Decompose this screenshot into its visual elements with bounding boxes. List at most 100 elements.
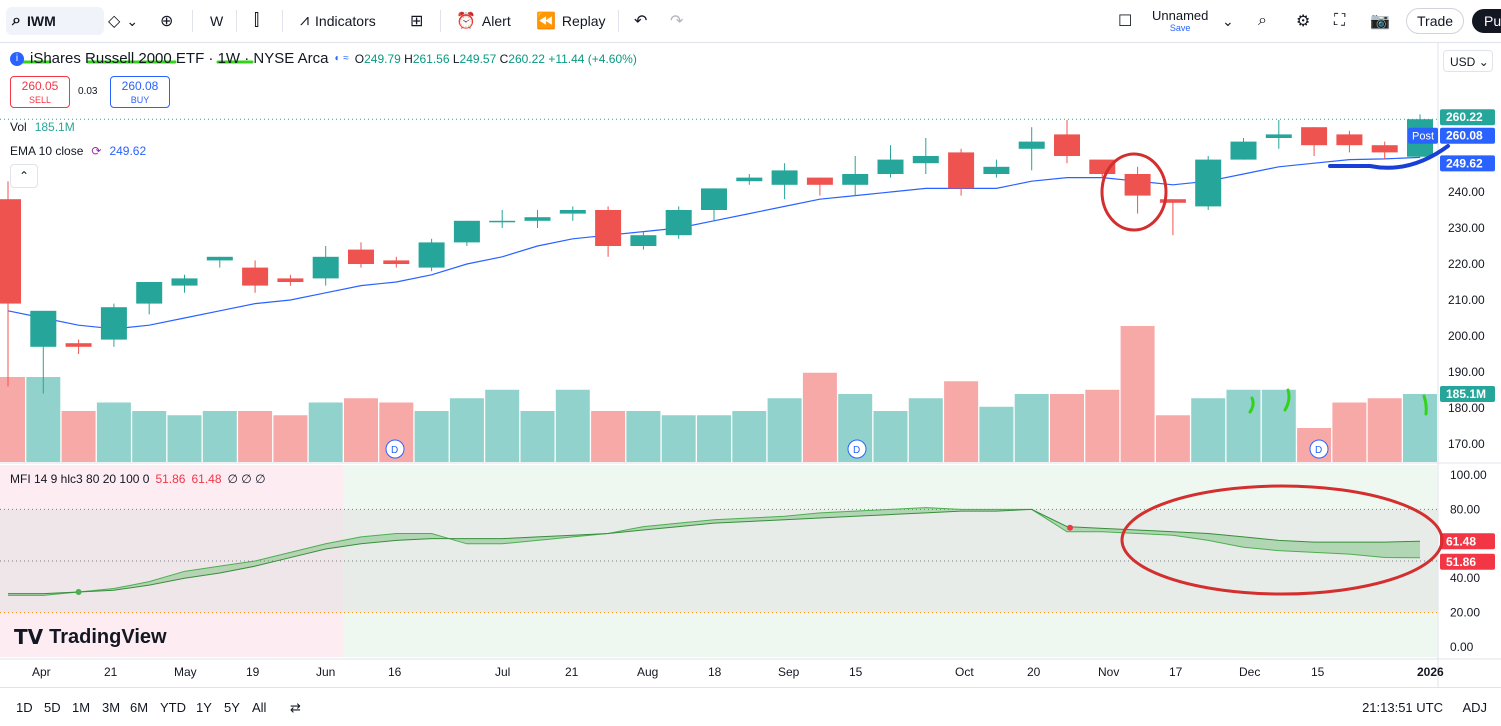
ema-label: EMA 10 close bbox=[10, 144, 84, 158]
mfi-cross-dot-red bbox=[1067, 524, 1073, 531]
range-1y[interactable]: 1Y bbox=[196, 700, 212, 715]
volume-legend[interactable]: Vol 185.1M bbox=[10, 120, 75, 134]
layout-name-button[interactable]: Unnamed Save bbox=[1152, 8, 1208, 36]
volume-bar bbox=[96, 402, 131, 462]
mfi-tick: 80.00 bbox=[1450, 502, 1480, 516]
currency-select[interactable]: USD ⌄ bbox=[1443, 50, 1493, 72]
dividend-marker bbox=[385, 439, 405, 459]
volume-tag-bg bbox=[1440, 386, 1495, 402]
mfi-value1: 51.86 bbox=[155, 472, 186, 486]
mfi-legend[interactable]: MFI 14 9 hlc3 80 20 100 0 51.86 61.48 ∅ … bbox=[10, 472, 266, 486]
time-tick: Apr bbox=[32, 665, 51, 679]
mfi-tick: 0.00 bbox=[1450, 640, 1474, 654]
time-tick: Sep bbox=[778, 665, 800, 679]
candle-body bbox=[489, 220, 516, 223]
mfi-tag2: 51.86 bbox=[1446, 555, 1476, 569]
post-price-tag: 260.08 bbox=[1446, 129, 1483, 143]
volume-bar bbox=[1332, 402, 1367, 462]
dividend-label: D bbox=[1315, 445, 1322, 456]
mfi-extra: ∅ ∅ ∅ bbox=[227, 472, 266, 486]
symbol-search[interactable]: ⌕ IWM bbox=[6, 7, 104, 35]
candle-body bbox=[65, 343, 92, 347]
adj-toggle[interactable]: ADJ bbox=[1462, 700, 1487, 715]
volume-bar bbox=[979, 406, 1014, 462]
publish-button[interactable]: Pu bbox=[1472, 7, 1501, 35]
ohlc-values: O249.79 H261.56 L249.57 C260.22 +11.44 (… bbox=[354, 51, 637, 66]
volume-bar bbox=[1155, 415, 1190, 462]
candle-body bbox=[1195, 159, 1222, 207]
gear-icon: ⚙ bbox=[1296, 13, 1311, 30]
range-1m[interactable]: 1M bbox=[72, 700, 91, 715]
range-5d[interactable]: 5D bbox=[44, 700, 61, 715]
volume-bar bbox=[485, 389, 520, 462]
layout-toggle[interactable]: ☐ bbox=[1118, 7, 1132, 35]
mfi-tick: 40.00 bbox=[1450, 571, 1480, 585]
undo-button[interactable]: ↶ bbox=[634, 7, 647, 35]
time-tick: 17 bbox=[1169, 665, 1183, 679]
snapshot-button[interactable]: 📷 bbox=[1370, 7, 1390, 35]
collapse-legend-button[interactable]: ⌃ bbox=[10, 164, 38, 188]
templates-button[interactable]: ⊞ bbox=[410, 7, 423, 35]
range-1d[interactable]: 1D bbox=[16, 700, 33, 715]
price-tick: 210.00 bbox=[1448, 293, 1485, 307]
chevron-down-icon: ⌄ bbox=[1478, 55, 1489, 69]
trade-button[interactable]: Trade bbox=[1406, 7, 1465, 35]
candle-body bbox=[877, 159, 904, 174]
redo-button[interactable]: ↷ bbox=[670, 7, 683, 35]
mfi-tag2-bg bbox=[1440, 553, 1495, 570]
candle-body bbox=[1124, 174, 1151, 196]
annotation-circle bbox=[1100, 152, 1168, 232]
candles-icon: ⫿ bbox=[254, 12, 260, 29]
annotation-green-mark bbox=[1248, 396, 1255, 414]
candle-body bbox=[524, 217, 551, 221]
volume-bar bbox=[555, 389, 590, 462]
chart-area[interactable]: D D D 240.00 230.00 220.00 210.00 200.00 190.00 1… bbox=[0, 42, 1501, 687]
range-all[interactable]: All bbox=[252, 700, 267, 715]
grid-icon: ⊞ bbox=[410, 13, 424, 30]
layout-menu-button[interactable]: ⌄ bbox=[1222, 7, 1234, 35]
time-tick: 20 bbox=[1027, 665, 1041, 679]
candle-body bbox=[559, 210, 586, 214]
brand-label: TradingView bbox=[49, 626, 167, 648]
ema-legend[interactable]: EMA 10 close ⟳ 249.62 bbox=[10, 144, 146, 158]
market-status-icon[interactable]: ◐ ≈ bbox=[334, 53, 349, 64]
range-3m[interactable]: 3M bbox=[102, 700, 121, 715]
volume-bar bbox=[520, 411, 555, 462]
volume-bar bbox=[908, 398, 943, 462]
compare-button[interactable]: ◇ ⌄ bbox=[108, 7, 138, 35]
alert-button[interactable]: ⏰ Alert bbox=[456, 7, 511, 35]
quick-search-button[interactable]: ⌕ bbox=[1258, 7, 1267, 35]
replay-button[interactable]: ⏪ Replay bbox=[536, 7, 606, 35]
bottom-toolbar: 1D 5D 1M 3M 6M YTD 1Y 5Y All ⇄ 21:13:51 UTC ADJ bbox=[0, 687, 1501, 726]
publish-label: Pu bbox=[1472, 9, 1501, 33]
indicators-button[interactable]: ⩘ Indicators bbox=[300, 7, 376, 35]
chevron-down-icon: ⌄ bbox=[126, 12, 139, 29]
sell-button[interactable]: 260.05 SELL bbox=[10, 76, 70, 108]
settings-button[interactable]: ⚙ bbox=[1296, 7, 1310, 35]
range-5y[interactable]: 5Y bbox=[224, 700, 240, 715]
interval-button[interactable]: W bbox=[210, 7, 223, 35]
candle-body bbox=[771, 170, 798, 185]
chart-canvas[interactable]: D D D240.00230.00220.00210.00200.00190.001… bbox=[0, 42, 1501, 687]
refresh-icon: ⟳ bbox=[91, 144, 102, 158]
range-6m[interactable]: 6M bbox=[130, 700, 149, 715]
candle-body bbox=[312, 256, 339, 279]
volume-bar bbox=[944, 381, 979, 462]
chart-type-button[interactable]: ⫿ bbox=[254, 7, 259, 35]
time-tick: Aug bbox=[637, 665, 658, 679]
buy-button[interactable]: 260.08 BUY bbox=[110, 76, 170, 108]
info-icon[interactable]: i bbox=[10, 51, 24, 66]
candle-body bbox=[30, 310, 57, 347]
volume-tag: 185.1M bbox=[1446, 387, 1486, 401]
volume-bar bbox=[308, 402, 343, 462]
time-tick: Oct bbox=[955, 665, 974, 679]
time-tick: 16 bbox=[388, 665, 402, 679]
ema-value: 249.62 bbox=[109, 144, 147, 158]
range-ytd[interactable]: YTD bbox=[160, 700, 186, 715]
tradingview-logo[interactable]: 𝗧𝗩 TradingView bbox=[14, 625, 167, 650]
goto-date-icon[interactable]: ⇄ bbox=[290, 700, 301, 715]
time-tick: Jun bbox=[316, 665, 335, 679]
fullscreen-button[interactable]: ⛶ bbox=[1334, 7, 1345, 35]
utc-clock[interactable]: 21:13:51 UTC bbox=[1362, 700, 1443, 715]
add-symbol-button[interactable]: ⊕ bbox=[160, 7, 173, 35]
